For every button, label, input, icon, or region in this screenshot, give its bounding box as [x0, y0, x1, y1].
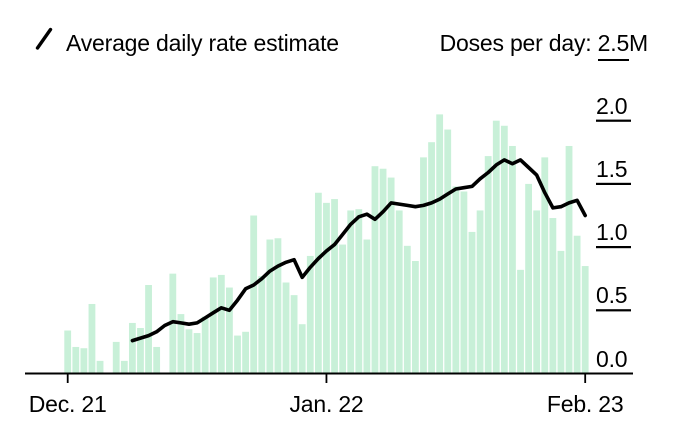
- bar-day-51: [476, 210, 484, 374]
- bar-day-20: [226, 287, 233, 374]
- bar-day-2: [80, 348, 88, 374]
- bar-day-11: [153, 346, 161, 374]
- bar-day-54: [500, 125, 508, 374]
- bar-day-48: [452, 186, 460, 374]
- bar-day-32: [323, 202, 330, 374]
- bar-day-31: [314, 192, 322, 374]
- bar-day-39: [379, 168, 387, 374]
- x-axis-label: Dec. 21: [28, 391, 107, 417]
- bar-day-63: [573, 235, 581, 374]
- bar-day-42: [403, 245, 411, 374]
- bar-day-26: [274, 238, 282, 374]
- bar-day-46: [436, 114, 444, 374]
- bar-day-52: [484, 156, 492, 374]
- bar-day-21: [234, 335, 241, 374]
- bar-day-43: [412, 261, 419, 374]
- bar-day-44: [420, 157, 427, 374]
- bar-day-45: [428, 142, 435, 374]
- bar-day-40: [387, 177, 395, 374]
- bar-day-6: [112, 341, 120, 374]
- bar-day-59: [541, 157, 549, 374]
- legend-label: Average daily rate estimate: [66, 30, 339, 56]
- y-axis-label: 0.0: [596, 345, 628, 372]
- x-tick-mark: [584, 374, 587, 383]
- x-tick-mark: [66, 374, 69, 383]
- bar-day-55: [509, 145, 516, 374]
- y-tick-underline: [596, 246, 631, 249]
- x-axis-line: [25, 372, 633, 375]
- y-tick-underline: [596, 119, 631, 122]
- bar-day-15: [185, 329, 193, 374]
- bar-day-27: [282, 282, 290, 374]
- bar-day-1: [72, 346, 80, 374]
- chart-header: Average daily rate estimate Doses per da…: [0, 0, 680, 64]
- bar-day-7: [120, 360, 128, 374]
- bar-day-29: [298, 324, 306, 374]
- x-axis-label: Jan. 22: [289, 391, 364, 417]
- bar-day-23: [250, 215, 258, 374]
- bar-day-18: [209, 277, 217, 374]
- bar-day-37: [363, 239, 371, 374]
- line-legend-icon: [35, 27, 53, 50]
- bar-day-34: [339, 244, 347, 374]
- bar-day-25: [266, 239, 274, 374]
- bar-day-24: [258, 276, 266, 374]
- bar-day-16: [193, 333, 201, 374]
- y-axis-label: 0.5: [596, 282, 628, 309]
- kpi-doses-per-day: Doses per day: 2.5M: [439, 30, 648, 61]
- bar-day-58: [533, 210, 541, 374]
- bar-day-8: [128, 322, 136, 374]
- y-tick-underline: [596, 309, 631, 312]
- y-axis-label: 2.0: [596, 92, 628, 119]
- bar-day-62: [565, 145, 573, 374]
- bar-day-50: [468, 231, 476, 374]
- bar-day-28: [290, 295, 298, 374]
- bar-day-19: [217, 274, 225, 374]
- bar-day-9: [137, 328, 144, 374]
- kpi-value: 2.5: [597, 30, 629, 61]
- bar-day-0: [64, 330, 72, 374]
- bar-day-49: [460, 191, 468, 374]
- bar-day-56: [517, 269, 524, 374]
- bar-day-38: [371, 166, 379, 374]
- bar-day-61: [557, 250, 565, 374]
- bar-day-64: [581, 266, 589, 374]
- y-axis-label: 1.5: [596, 155, 628, 182]
- kpi-prefix: Doses per day:: [439, 30, 598, 56]
- bar-day-30: [306, 255, 314, 374]
- y-tick-underline: [596, 182, 631, 185]
- bar-day-33: [331, 199, 338, 374]
- x-axis-label: Feb. 23: [546, 391, 624, 417]
- average-rate-line: [130, 158, 588, 343]
- bar-day-60: [549, 218, 557, 374]
- y-axis-label: 1.0: [596, 219, 628, 246]
- bar-day-22: [242, 331, 249, 374]
- kpi-suffix: M: [629, 30, 648, 56]
- bar-day-47: [444, 129, 452, 374]
- bar-day-53: [492, 120, 500, 374]
- bar-day-36: [355, 209, 363, 374]
- bar-day-3: [88, 303, 96, 374]
- bar-day-4: [96, 360, 104, 374]
- bar-day-57: [525, 183, 532, 374]
- bar-day-35: [347, 210, 355, 374]
- x-tick-mark: [325, 374, 328, 383]
- bar-day-41: [395, 210, 403, 374]
- bar-day-17: [201, 316, 209, 374]
- bar-day-10: [145, 285, 152, 374]
- bar-day-14: [177, 314, 185, 374]
